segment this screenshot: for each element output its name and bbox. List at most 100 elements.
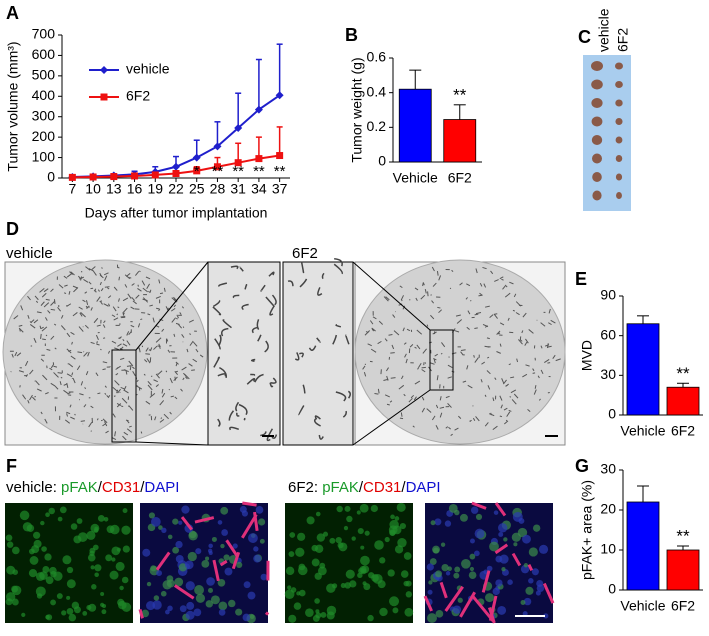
cell [444, 520, 452, 527]
vessel [70, 331, 75, 336]
cell [66, 579, 76, 589]
cell [205, 600, 214, 608]
cell [11, 598, 19, 606]
vessel [33, 319, 39, 324]
cell [66, 595, 71, 600]
vessel [29, 324, 36, 329]
vessel [499, 322, 505, 326]
marker [151, 171, 159, 179]
vessel [66, 273, 73, 278]
cell [538, 544, 549, 554]
cell [497, 605, 507, 615]
cell [146, 581, 152, 587]
vessel [507, 317, 510, 321]
vessel [156, 307, 160, 310]
cell [434, 518, 442, 526]
vessel [308, 345, 317, 351]
stain-name: DAPI [406, 479, 441, 496]
cell [499, 554, 509, 564]
vessel [402, 327, 405, 332]
cell [59, 506, 67, 514]
vessel [103, 320, 106, 324]
vessel [321, 272, 325, 280]
vessel [131, 283, 135, 286]
vessel [515, 301, 522, 307]
vessel [484, 305, 490, 308]
vessel [335, 391, 347, 402]
vessel [462, 380, 467, 383]
vessel [193, 341, 198, 347]
separator: / [359, 479, 364, 496]
cell [345, 569, 355, 579]
vessel [371, 327, 376, 332]
vessel [511, 399, 517, 405]
marker [234, 123, 243, 132]
vessel [34, 295, 39, 301]
vessel [479, 292, 483, 296]
cell [207, 587, 214, 593]
cell [150, 565, 157, 572]
vessel [413, 396, 417, 401]
cell [326, 605, 337, 616]
vessel [60, 314, 64, 319]
vessel [527, 409, 531, 412]
vessel [525, 364, 530, 367]
cell [336, 505, 343, 513]
vessel [161, 328, 165, 332]
vessel [421, 396, 425, 401]
vessel [450, 433, 453, 437]
vessel [449, 287, 452, 290]
vessel [400, 295, 404, 300]
vessel [142, 287, 148, 293]
vessel [496, 330, 501, 335]
cell [525, 586, 534, 595]
vessel [63, 383, 68, 386]
cell [73, 606, 81, 614]
vessel [505, 285, 508, 288]
vessel [423, 595, 433, 612]
cell [359, 566, 367, 574]
vessel [131, 366, 135, 370]
vessel [212, 306, 222, 316]
vessel [114, 347, 119, 351]
vessel [180, 388, 183, 392]
vessel [154, 416, 157, 421]
vessel [509, 396, 512, 398]
cell [220, 506, 229, 515]
vessel [79, 312, 83, 317]
vessel [393, 330, 400, 336]
vessel [147, 384, 153, 391]
cell [19, 510, 30, 521]
vessel [257, 334, 262, 342]
cell [512, 511, 523, 522]
vessel [63, 275, 68, 279]
vessel [90, 405, 94, 409]
cell [223, 554, 230, 561]
cell [70, 523, 78, 530]
vessel [50, 300, 56, 306]
vessel [45, 298, 50, 301]
vessel [132, 370, 136, 377]
zoom [207, 261, 281, 446]
separator: / [98, 479, 103, 496]
cell [117, 598, 125, 606]
vessel [388, 333, 393, 336]
vessel [467, 384, 473, 389]
vessel [96, 324, 101, 327]
vessel [251, 326, 258, 334]
vessel [513, 293, 517, 298]
cell [314, 598, 320, 604]
vessel [499, 415, 503, 418]
vessel [220, 327, 229, 337]
vessel [429, 362, 435, 365]
vessel [195, 348, 199, 353]
vessel [444, 585, 464, 612]
vessel [186, 348, 189, 353]
tumor [615, 173, 623, 181]
vessel [16, 352, 22, 357]
vessel [386, 403, 390, 406]
marker [275, 91, 284, 100]
cell [241, 510, 249, 517]
vessel [66, 348, 72, 354]
cell [454, 566, 461, 573]
